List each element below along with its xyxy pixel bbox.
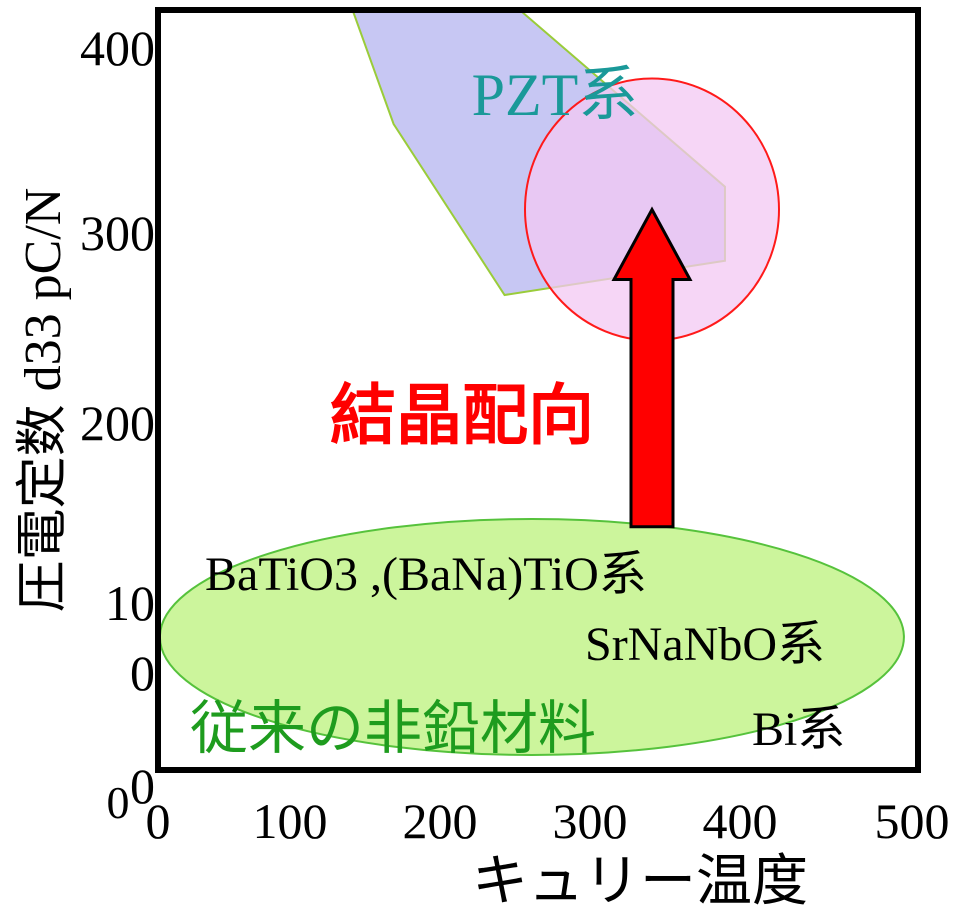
y-tick-label: 0 (130, 645, 155, 701)
x-tick-label: 0 (146, 793, 171, 849)
x-tick-label: 200 (403, 793, 478, 849)
x-origin-label: 0 (107, 777, 130, 828)
y-tick-label: 200 (80, 395, 155, 451)
y-tick-label: 300 (80, 205, 155, 261)
annotation-2: SrNaNbO系 (585, 618, 825, 671)
arrow-shape (611, 206, 693, 529)
x-tick-label: 100 (253, 793, 328, 849)
annotation-1: BaTiO3 ,(BaNa)TiO系 (205, 548, 647, 601)
x-tick-label: 500 (875, 793, 950, 849)
y-tick-label: 400 (80, 20, 155, 76)
y-tick-label: 0 (130, 758, 155, 814)
x-tick-label: 400 (703, 793, 778, 849)
arrow-label: 結晶配向 (330, 377, 594, 454)
annotation-4: Bi系 (752, 703, 845, 756)
annotation-0: PZT系 (472, 62, 639, 128)
plot-frame (155, 7, 921, 773)
annotation-3: 従来の非鉛材料 (190, 694, 596, 762)
y-tick-label: 10 (105, 575, 155, 631)
x-axis-label: キュリー温度 (472, 849, 808, 914)
x-ticks: 0 100 200 300 400 500 (146, 793, 950, 849)
y-axis-label: 圧電定数 d33 pC/N (15, 188, 72, 613)
plot-arrow: 結晶配向 (330, 206, 693, 529)
x-tick-label: 300 (553, 793, 628, 849)
